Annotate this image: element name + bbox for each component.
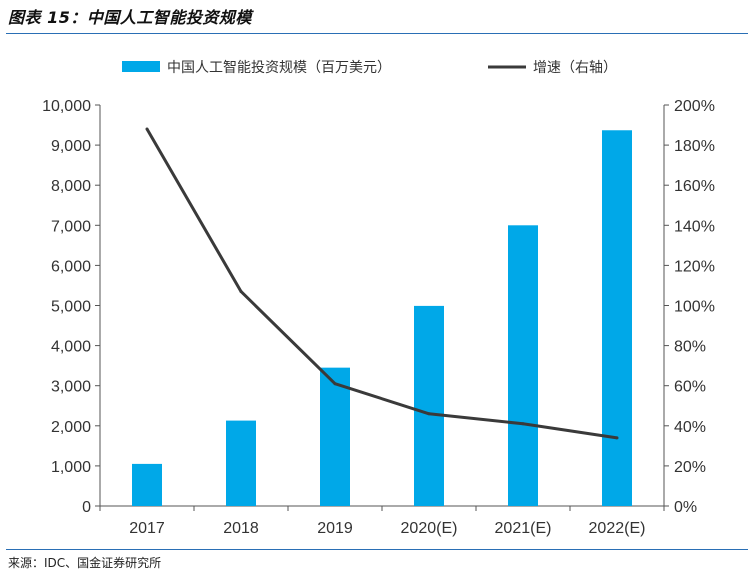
bottom-rule	[6, 549, 748, 550]
line-point	[333, 382, 337, 386]
left-tick-label: 8,000	[51, 178, 91, 195]
right-tick-label: 160%	[674, 178, 715, 195]
right-tick-label: 80%	[674, 339, 706, 356]
left-tick-label: 10,000	[42, 98, 91, 115]
figure-title: 图表 15：中国人工智能投资规模	[8, 8, 252, 27]
left-tick-label: 9,000	[51, 138, 91, 155]
bar	[226, 420, 256, 506]
top-rule	[6, 33, 748, 34]
bar	[132, 463, 162, 506]
growth-line	[145, 128, 618, 440]
legend-line-label: 增速（右轴）	[533, 60, 617, 76]
bar	[508, 225, 538, 507]
x-tick-label: 2017	[129, 520, 165, 537]
source-note: 来源：IDC、国金证券研究所	[8, 556, 162, 570]
right-tick-label: 140%	[674, 218, 715, 235]
x-tick-label: 2022(E)	[589, 520, 646, 537]
x-tick-label: 2018	[223, 520, 259, 537]
right-tick-label: 100%	[674, 299, 715, 316]
right-tick-label: 200%	[674, 98, 715, 115]
right-tick-label: 40%	[674, 419, 706, 436]
left-tick-label: 1,000	[51, 459, 91, 476]
x-tick-label: 2019	[317, 520, 353, 537]
left-tick-label: 4,000	[51, 339, 91, 356]
left-tick-label: 2,000	[51, 419, 91, 436]
right-tick-label: 0%	[674, 499, 697, 516]
line-point	[145, 127, 149, 131]
line-point	[239, 289, 243, 293]
x-tick-label: 2021(E)	[495, 520, 552, 537]
right-axis: 0% 20% 40% 60% 80% 100% 120% 140% 160% 180% 200%	[663, 98, 715, 516]
left-tick-label: 5,000	[51, 299, 91, 316]
line-series	[145, 127, 619, 440]
left-axis: 0 1,000 2,000 3,000 4,000 5,000 6,000 7,000 8,00…	[42, 98, 101, 516]
legend-bar-swatch	[122, 61, 160, 72]
line-point	[615, 436, 619, 440]
left-tick-label: 0	[82, 499, 91, 516]
x-axis: 2017 2018 2019 2020(E) 2021(E) 2022(E)	[99, 505, 665, 537]
x-tick-label: 2020(E)	[401, 520, 458, 537]
legend: 中国人工智能投资规模（百万美元） 增速（右轴）	[122, 60, 617, 76]
bar	[320, 367, 350, 506]
left-tick-label: 3,000	[51, 379, 91, 396]
line-point	[427, 412, 431, 416]
left-tick-label: 7,000	[51, 218, 91, 235]
right-tick-label: 120%	[674, 258, 715, 275]
bar	[414, 305, 444, 506]
right-tick-label: 180%	[674, 138, 715, 155]
legend-bar-label: 中国人工智能投资规模（百万美元）	[167, 60, 391, 76]
left-tick-label: 6,000	[51, 258, 91, 275]
right-tick-label: 60%	[674, 379, 706, 396]
line-point	[521, 422, 525, 426]
bar	[602, 130, 632, 506]
bar-series	[132, 130, 632, 507]
right-tick-label: 20%	[674, 459, 706, 476]
